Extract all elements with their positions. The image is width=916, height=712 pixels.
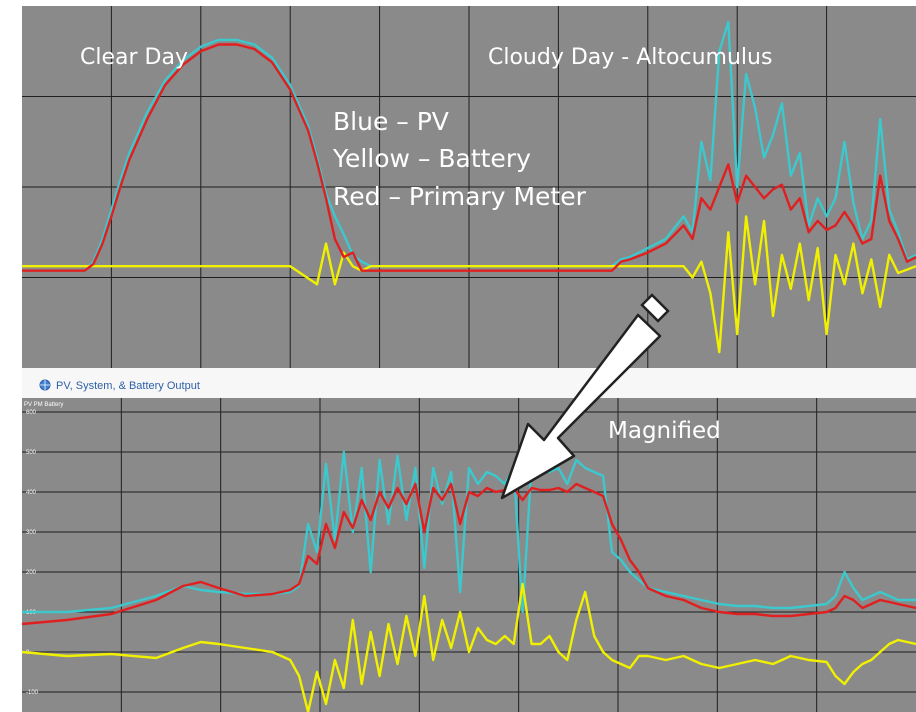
- upper-series-line-1: [22, 20, 916, 272]
- upper-chart-panel: [22, 6, 916, 368]
- upper-series-group: [22, 20, 916, 354]
- lower-series-caption: PV PM Battery: [24, 402, 63, 408]
- magnified-label: Magnified: [608, 418, 721, 444]
- upper-grid: [22, 6, 916, 368]
- globe-icon: [39, 379, 51, 391]
- y-tick-label: 600: [26, 410, 37, 416]
- panel-separator: [22, 368, 916, 398]
- y-tick-label: 200: [26, 570, 37, 576]
- lower-plot-background: [22, 398, 916, 712]
- lower-panel-header: PV, System, & Battery Output: [39, 379, 200, 392]
- legend-primary-meter: Red – Primary Meter: [333, 182, 587, 211]
- lower-series-line-2: [21, 582, 916, 712]
- clear-day-label: Clear Day: [80, 45, 188, 70]
- y-tick-label: 500: [26, 450, 37, 456]
- y-tick-label: 300: [26, 530, 37, 536]
- arrow-down-left-icon: [500, 293, 670, 500]
- cloudy-day-label: Cloudy Day - Altocumulus: [488, 45, 772, 70]
- legend-battery: Yellow – Battery: [332, 144, 531, 173]
- lower-panel-title: PV, System, & Battery Output: [56, 380, 200, 392]
- legend-pv: Blue – PV: [333, 107, 449, 136]
- y-tick-label: 400: [26, 490, 37, 496]
- upper-series-line-2: [22, 215, 916, 354]
- y-tick-label: -100: [26, 690, 39, 696]
- upper-series-line-3: [22, 43, 916, 272]
